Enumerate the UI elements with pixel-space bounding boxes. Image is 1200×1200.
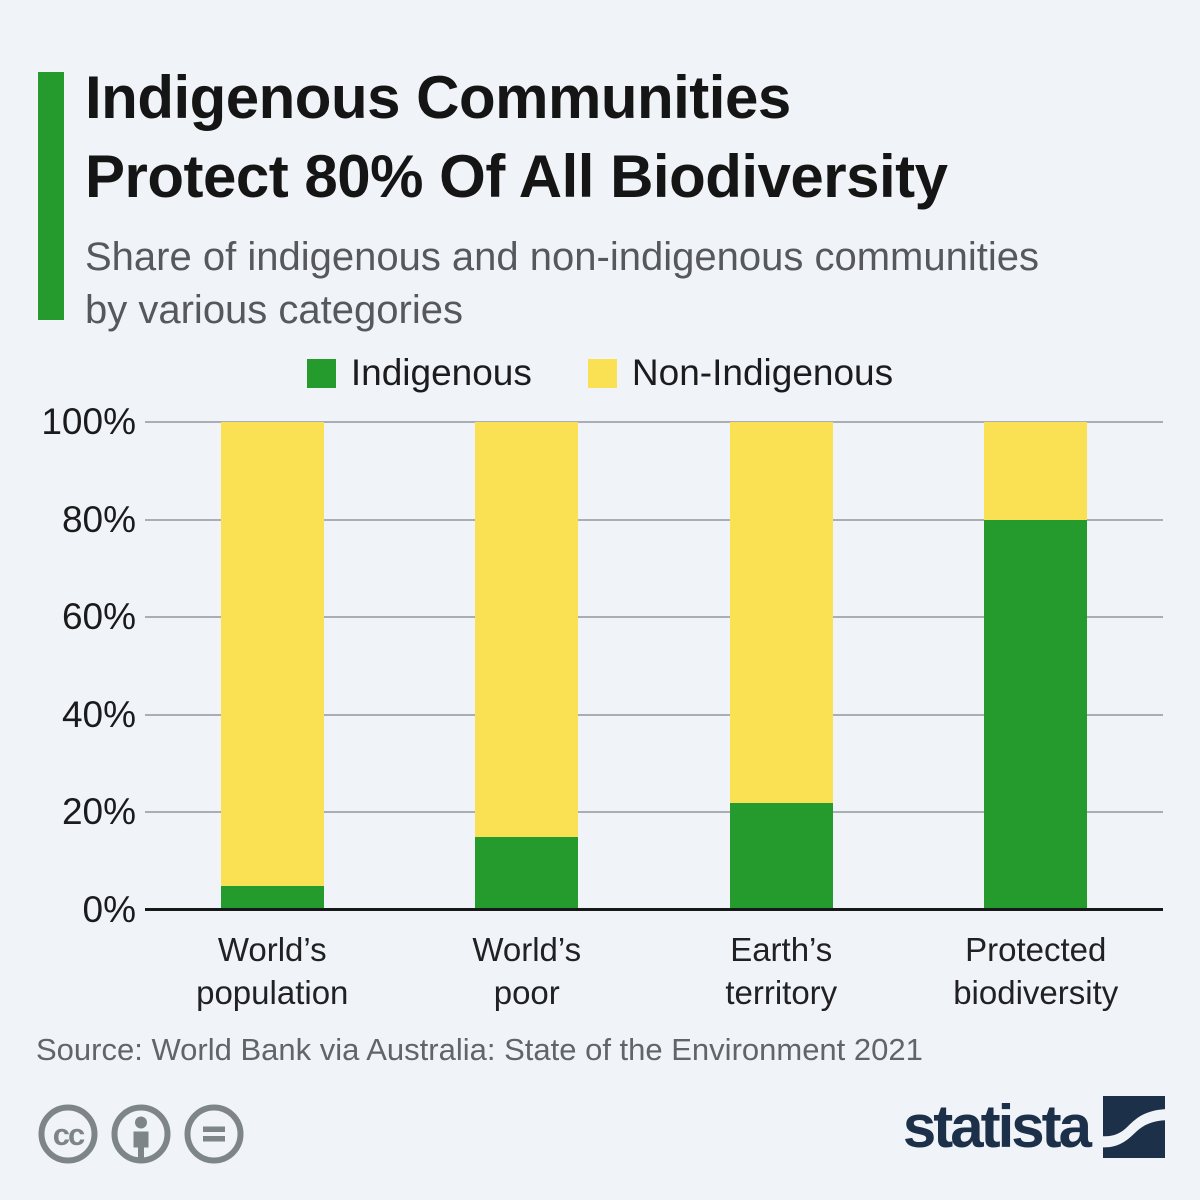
bar-segment-indigenous-world-s-population	[220, 885, 324, 910]
page-subtitle-line-2: by various categories	[85, 288, 463, 332]
statista-logo: statista	[903, 1096, 1165, 1158]
gridline-60	[145, 616, 1163, 619]
x-axis-label-earth-s-territory: Earth’s territory	[725, 931, 838, 1011]
no-derivatives-icon	[184, 1104, 244, 1164]
y-tick-label-100: 100%	[41, 401, 136, 442]
bar-group-world-s-poor	[400, 422, 655, 910]
bars-layer	[145, 422, 1163, 910]
attribution-icon	[111, 1104, 171, 1164]
y-tick-label-0: 0%	[82, 889, 136, 930]
stacked-bar-world-s-poor	[475, 422, 579, 910]
legend-swatch-indigenous-icon	[306, 358, 336, 388]
chart-legend: Indigenous Non-Indigenous	[0, 352, 1200, 394]
gridline-40	[145, 713, 1163, 716]
legend-swatch-non-indigenous-icon	[587, 358, 617, 388]
cc-icon: cc	[38, 1104, 98, 1164]
page-title-line-2: Protect 80% Of All Biodiversity	[85, 143, 948, 210]
page-subtitle: Share of indigenous and non-indigenous c…	[85, 231, 1165, 337]
gridline-20	[145, 811, 1163, 814]
x-axis-label-protected-biodiversity: Protected biodiversity	[953, 931, 1119, 1011]
y-tick-label-60: 60%	[61, 596, 136, 638]
bar-segment-non-indigenous-world-s-poor	[475, 422, 579, 837]
stacked-bar-protected-biodiversity	[984, 422, 1088, 910]
bar-group-protected-biodiversity	[909, 422, 1164, 910]
creative-commons-license: cc	[36, 1102, 246, 1166]
legend-item-non-indigenous: Non-Indigenous	[587, 352, 894, 394]
statista-wordmark: statista	[902, 1093, 1092, 1160]
bar-segment-non-indigenous-earth-s-territory	[729, 422, 833, 803]
stacked-bar-earth-s-territory	[729, 422, 833, 910]
x-axis-labels: World’s population World’s poor Earth’s te…	[145, 928, 1163, 1014]
x-axis-label-world-s-population: World’s population	[196, 931, 349, 1011]
y-tick-label-80: 80%	[61, 498, 136, 540]
y-tick-label-20: 20%	[61, 791, 136, 833]
bar-group-earth-s-territory	[654, 422, 909, 910]
page-title: Indigenous Communities Protect 80% Of Al…	[85, 58, 1165, 216]
plot-area	[145, 421, 1163, 911]
title-accent-bar	[38, 72, 64, 320]
bar-group-world-s-population	[145, 422, 400, 910]
gridline-100	[145, 421, 1163, 423]
legend-item-indigenous: Indigenous	[306, 352, 532, 394]
bar-segment-indigenous-world-s-poor	[475, 836, 579, 910]
x-axis-line	[145, 908, 1163, 911]
y-tick-label-40: 40%	[61, 693, 136, 735]
page-title-line-1: Indigenous Communities	[85, 64, 791, 131]
page-subtitle-line-1: Share of indigenous and non-indigenous c…	[85, 235, 1039, 279]
legend-label-non-indigenous: Non-Indigenous	[631, 352, 894, 393]
bar-segment-non-indigenous-world-s-population	[220, 422, 324, 886]
statista-emblem-icon	[1103, 1096, 1165, 1158]
legend-label-indigenous: Indigenous	[350, 352, 532, 393]
svg-text:cc: cc	[53, 1117, 85, 1152]
bar-segment-non-indigenous-protected-biodiversity	[984, 422, 1088, 520]
bar-segment-indigenous-earth-s-territory	[729, 802, 833, 910]
stacked-bar-world-s-population	[220, 422, 324, 910]
y-axis-labels: 0% 20% 40% 60% 80% 100%	[0, 401, 136, 930]
x-axis-label-world-s-poor: World’s poor	[472, 931, 582, 1011]
bar-segment-indigenous-protected-biodiversity	[984, 519, 1088, 910]
gridline-80	[145, 518, 1163, 521]
source-note: Source: World Bank via Australia: State …	[36, 1032, 923, 1067]
